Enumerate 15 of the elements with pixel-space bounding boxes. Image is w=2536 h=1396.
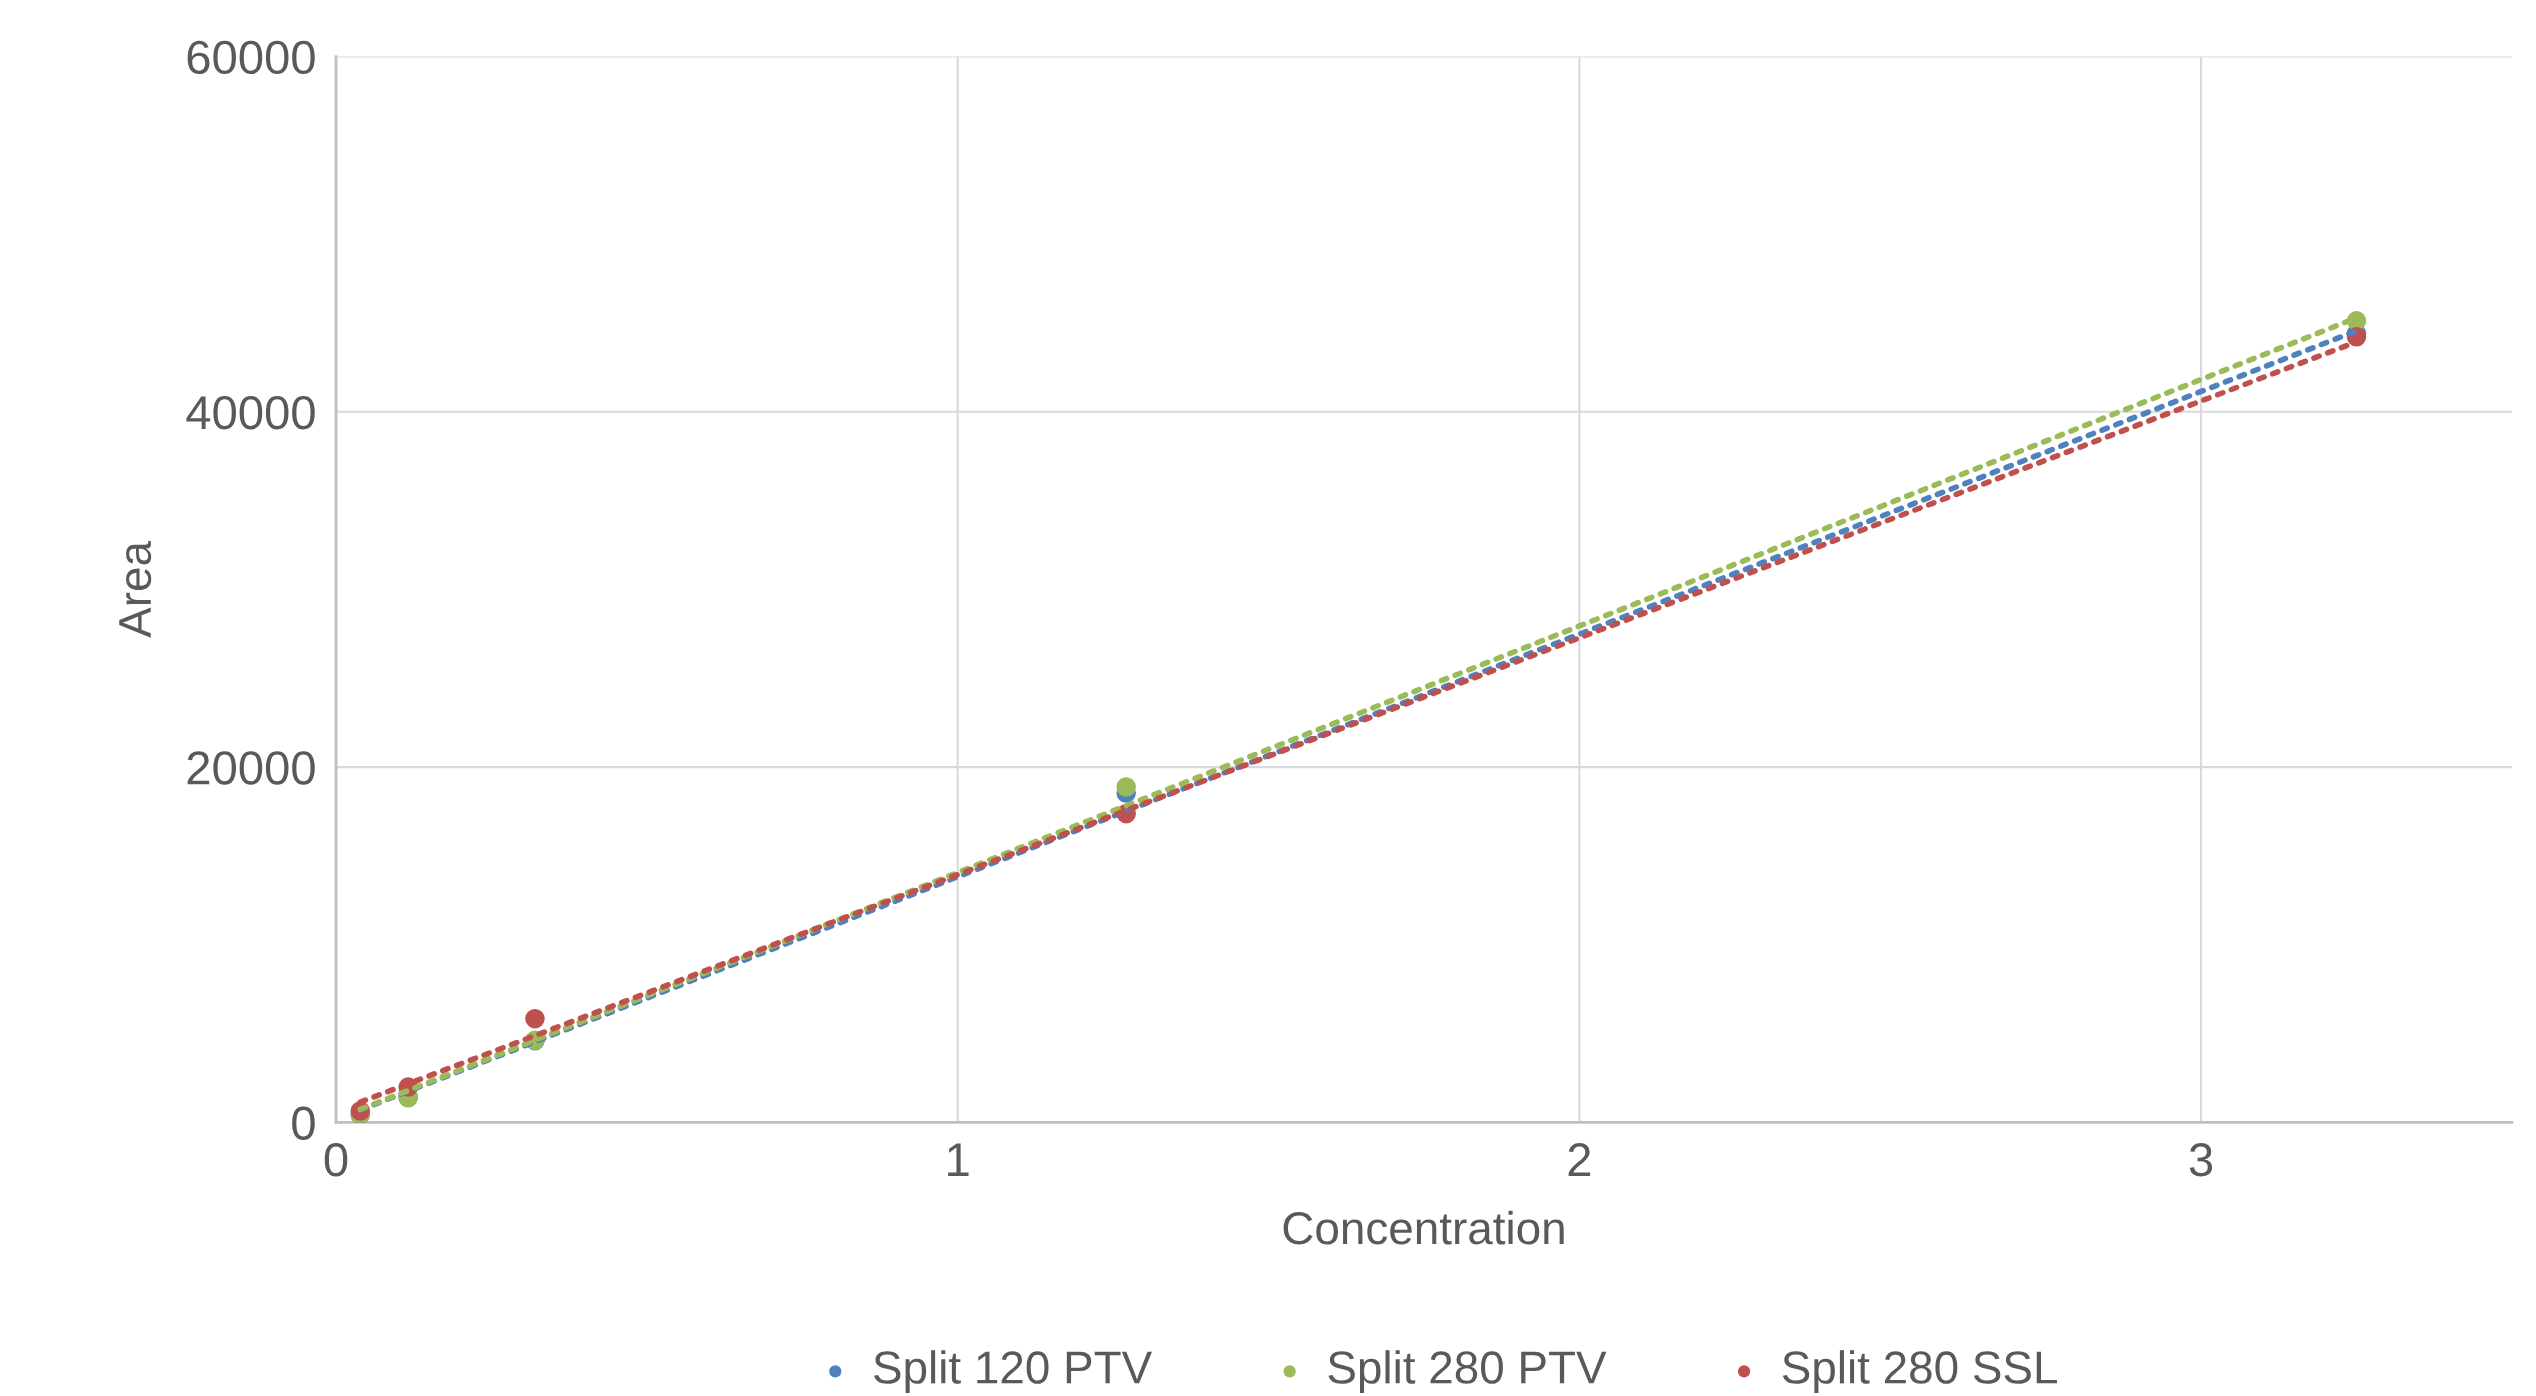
- legend-label: Split 280 SSL: [1782, 1350, 2057, 1393]
- point: [525, 1008, 545, 1029]
- x-tick-label: 0: [324, 1143, 348, 1177]
- x-axis-title: Concentration: [1283, 1210, 1564, 1245]
- legend-label: Split 280 PTV: [1328, 1350, 1607, 1393]
- y-tick-label: 20000: [187, 751, 315, 785]
- point: [1116, 777, 1136, 797]
- x-tick-label: 1: [948, 1143, 969, 1177]
- y-axis-title: Area: [119, 541, 152, 638]
- x-tick-label: 3: [2189, 1143, 2213, 1177]
- x-tick-label: 2: [1568, 1143, 1591, 1177]
- y-tick-label: 0: [292, 1106, 315, 1140]
- y-tick-label: 40000: [186, 395, 315, 430]
- y-tick-label: 60000: [187, 40, 315, 75]
- legend-label: Split 120 PTV: [874, 1350, 1152, 1393]
